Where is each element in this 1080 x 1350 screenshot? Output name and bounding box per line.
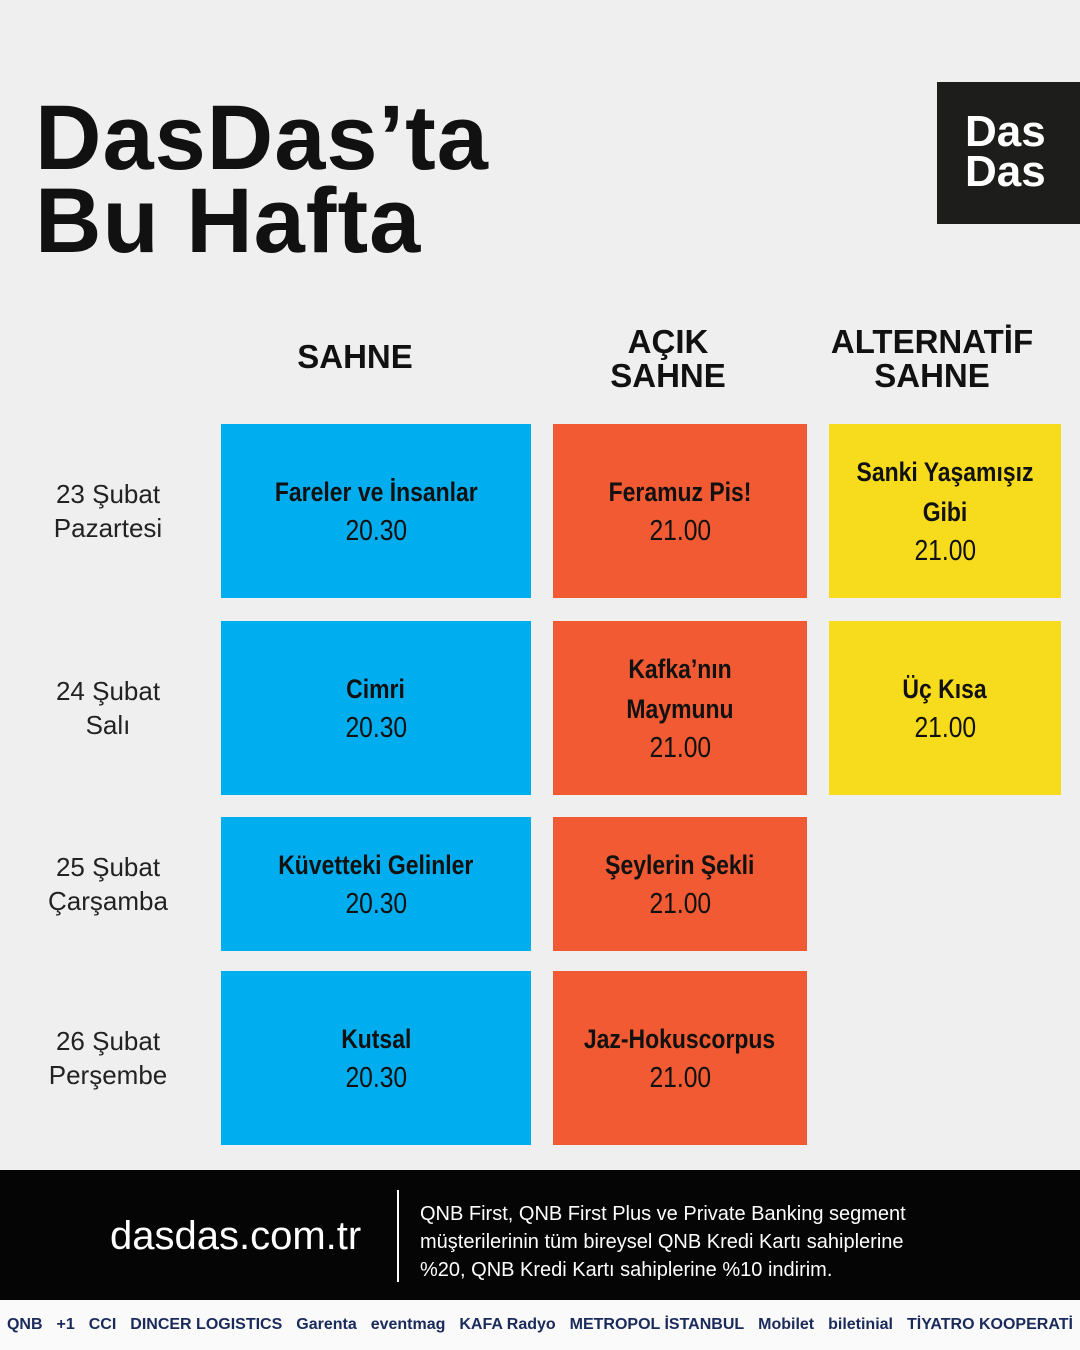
show-cell: Jaz-Hokuscorpus 21.00: [553, 971, 807, 1145]
day-label: 23 Şubat Pazartesi: [20, 477, 196, 545]
show-cell: Kutsal 20.30: [221, 971, 531, 1145]
sponsor: eventmag: [370, 1316, 446, 1333]
day-line: 24 Şubat: [55, 676, 161, 706]
note-line: QNB First, QNB First Plus ve Private Ban…: [420, 1203, 906, 1225]
show-time: 21.00: [649, 888, 711, 920]
show-cell: Şeylerin Şekli 21.00: [553, 817, 807, 951]
show-time: 21.00: [914, 712, 976, 744]
show-time: 21.00: [914, 535, 976, 567]
title-line: DasDas’ta: [35, 87, 489, 189]
show-title: Sanki Yaşamışız Gibi: [856, 457, 1034, 527]
show-cell: Üç Kısa 21.00: [829, 621, 1061, 795]
sponsor: KAFA Radyo: [459, 1316, 556, 1333]
day-line: 23 Şubat: [55, 479, 161, 509]
day-label: 26 Şubat Perşembe: [20, 1024, 196, 1092]
header-line: AÇIK: [627, 323, 709, 360]
show-cell: Cimri 20.30: [221, 621, 531, 795]
sponsor: TİYATRO KOOPERATİ: [906, 1316, 1073, 1333]
sponsor: QNB: [6, 1316, 43, 1333]
header-line: ALTERNATİF: [830, 323, 1034, 360]
sponsors: QNB +1 CCI DINCER LOGISTICS Garenta eventmag K…: [0, 1300, 1080, 1350]
sponsor: +1: [56, 1316, 75, 1333]
day-line: Salı: [85, 710, 131, 740]
logo: Das Das: [937, 82, 1080, 224]
title-line: Bu Hafta: [35, 170, 422, 272]
column-header: SAHNE: [255, 340, 455, 374]
sponsor: METROPOL İSTANBUL: [569, 1316, 745, 1333]
sponsor: biletinial: [828, 1316, 893, 1333]
footer: dasdas.com.tr QNB First, QNB First Plus …: [0, 1170, 1080, 1300]
show-title: Üç Kısa: [902, 674, 988, 704]
show-title: Şeylerin Şekli: [605, 850, 755, 880]
day-line: Pazartesi: [53, 513, 163, 543]
day-label: 24 Şubat Salı: [20, 674, 196, 742]
column-header: AÇIK SAHNE: [568, 325, 768, 393]
show-cell: Küvetteki Gelinler 20.30: [221, 817, 531, 951]
header-line: SAHNE: [297, 338, 413, 375]
note: QNB First, QNB First Plus ve Private Ban…: [420, 1200, 906, 1284]
header-line: SAHNE: [610, 357, 726, 394]
show-time: 20.30: [345, 1062, 407, 1094]
show-time: 21.00: [649, 515, 711, 547]
note-line: müşterilerinin tüm bireysel QNB Kredi Ka…: [420, 1231, 904, 1253]
day-label: 25 Şubat Çarşamba: [20, 850, 196, 918]
show-title: Fareler ve İnsanlar: [274, 477, 478, 507]
show-title: Küvetteki Gelinler: [278, 850, 474, 880]
show-time: 20.30: [345, 712, 407, 744]
show-title: Feramuz Pis!: [608, 477, 752, 507]
url[interactable]: dasdas.com.tr: [110, 1214, 362, 1258]
show-cell: Feramuz Pis! 21.00: [553, 424, 807, 598]
logo-text: Das: [965, 107, 1046, 156]
column-header: ALTERNATİF SAHNE: [812, 325, 1052, 393]
show-cell: Sanki Yaşamışız Gibi 21.00: [829, 424, 1061, 598]
logo-text: Das: [965, 147, 1046, 196]
show-title: Kutsal: [340, 1024, 412, 1054]
day-line: 25 Şubat: [55, 852, 161, 882]
show-cell: Fareler ve İnsanlar 20.30: [221, 424, 531, 598]
show-cell: Kafka’nın Maymunu 21.00: [553, 621, 807, 795]
sponsor: Garenta: [296, 1316, 357, 1333]
show-title: Cimri: [346, 674, 406, 704]
day-line: Çarşamba: [48, 886, 168, 916]
show-title: Jaz-Hokuscorpus: [584, 1024, 776, 1054]
day-line: 26 Şubat: [55, 1026, 161, 1056]
day-line: Perşembe: [48, 1060, 168, 1090]
show-time: 21.00: [649, 732, 711, 764]
header-line: SAHNE: [874, 357, 990, 394]
show-time: 21.00: [649, 1062, 711, 1094]
sponsor: DINCER LOGISTICS: [130, 1316, 283, 1333]
divider: [397, 1190, 399, 1282]
show-time: 20.30: [345, 888, 407, 920]
sponsor: CCI: [88, 1316, 117, 1333]
show-time: 20.30: [345, 515, 407, 547]
sponsor: Mobilet: [758, 1316, 815, 1333]
show-title: Kafka’nın Maymunu: [626, 654, 734, 724]
note-line: %20, QNB Kredi Kartı sahiplerine %10 ind…: [420, 1259, 833, 1281]
